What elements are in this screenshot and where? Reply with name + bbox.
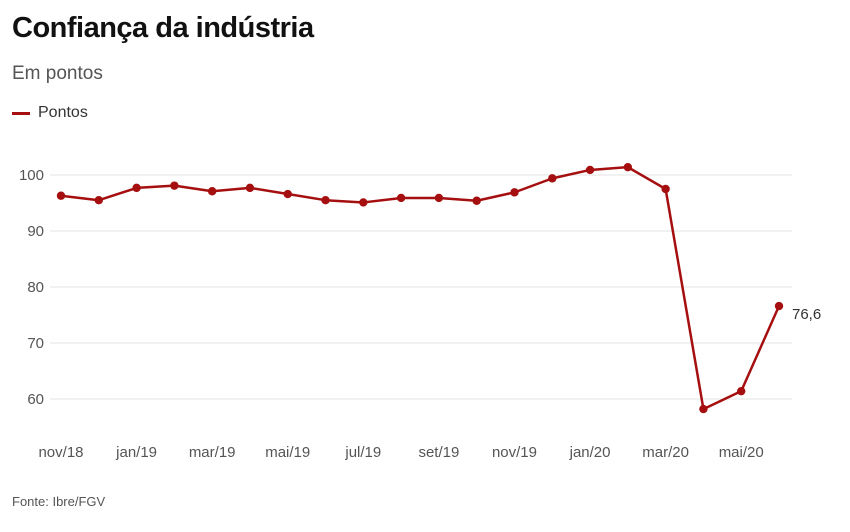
y-axis: 60 70 80 90 100 [19, 167, 44, 408]
data-point [510, 188, 519, 197]
x-tick-label: jul/19 [344, 444, 381, 461]
x-tick-label: jan/19 [115, 444, 157, 461]
data-point [661, 184, 670, 194]
x-tick-label: mai/20 [719, 444, 764, 461]
y-tick-label: 80 [27, 279, 44, 296]
data-point [774, 301, 784, 311]
chart-title: Confiança da indústria [12, 12, 314, 44]
data-point [170, 181, 179, 190]
x-tick-label: mai/19 [265, 444, 310, 461]
x-tick-label: set/19 [418, 444, 459, 461]
legend-label: Pontos [38, 104, 88, 121]
data-point [359, 198, 368, 207]
series-pontos [56, 162, 784, 414]
data-point [585, 165, 595, 175]
data-point [699, 404, 708, 414]
data-point [94, 196, 103, 205]
data-point [472, 196, 481, 205]
legend-swatch [12, 111, 30, 115]
chart-subtitle: Em pontos [12, 63, 103, 84]
gridlines [50, 174, 792, 400]
annotations: 76,6 [792, 306, 821, 323]
data-point [548, 174, 557, 183]
y-tick-label: 70 [27, 335, 44, 352]
data-point [207, 187, 217, 196]
data-point [56, 191, 66, 200]
y-tick-label: 60 [27, 391, 44, 408]
data-point [283, 189, 292, 199]
data-point [321, 196, 330, 205]
y-tick-label: 90 [27, 223, 44, 240]
x-tick-label: mar/20 [642, 444, 689, 461]
data-point [434, 193, 444, 203]
data-point [396, 193, 406, 203]
x-axis: nov/18 jan/19 mar/19 mai/19 jul/19 set/19 nov/… [38, 444, 763, 461]
data-label: 76,6 [792, 306, 821, 323]
series-line [60, 165, 781, 411]
data-point [737, 386, 746, 396]
data-point [623, 162, 633, 172]
x-tick-label: jan/20 [569, 444, 611, 461]
legend: Pontos [12, 104, 88, 122]
x-tick-label: mar/19 [189, 444, 236, 461]
data-point [132, 183, 141, 193]
y-tick-label: 100 [19, 167, 44, 184]
x-tick-label: nov/18 [38, 444, 83, 461]
source-note: Fonte: Ibre/FGV [12, 494, 106, 509]
data-point [245, 183, 255, 193]
x-tick-label: nov/19 [492, 444, 537, 461]
